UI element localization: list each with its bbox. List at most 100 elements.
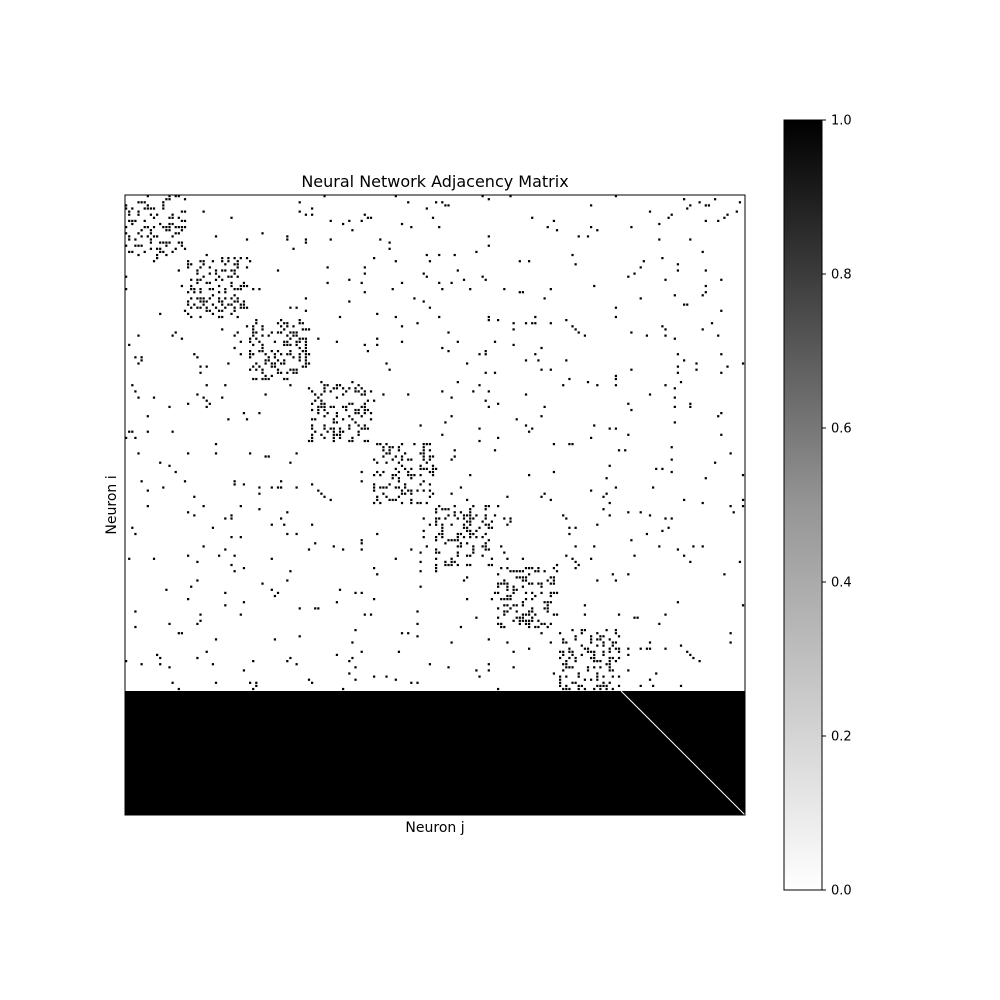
matrix-cell bbox=[125, 288, 128, 291]
matrix-cell bbox=[143, 207, 146, 210]
matrix-cell bbox=[487, 235, 490, 238]
matrix-cell bbox=[267, 359, 270, 362]
matrix-cell bbox=[478, 439, 481, 443]
matrix-cell bbox=[506, 598, 509, 601]
matrix-cell bbox=[317, 405, 320, 409]
matrix-cell bbox=[506, 495, 509, 498]
matrix-cell bbox=[214, 269, 218, 272]
matrix-cell bbox=[218, 309, 221, 312]
matrix-cell bbox=[456, 340, 459, 343]
matrix-cell bbox=[549, 594, 552, 598]
matrix-cell bbox=[552, 443, 556, 446]
matrix-cell bbox=[323, 495, 326, 498]
matrix-cell bbox=[627, 402, 630, 405]
matrix-cell bbox=[233, 294, 236, 297]
matrix-cell bbox=[214, 278, 218, 281]
matrix-cell bbox=[388, 446, 391, 449]
matrix-cell bbox=[332, 430, 335, 433]
matrix-cell bbox=[605, 477, 608, 480]
matrix-cell bbox=[391, 458, 394, 461]
matrix-cell bbox=[596, 644, 599, 647]
matrix-cell bbox=[562, 653, 565, 657]
matrix-cell bbox=[453, 560, 456, 564]
matrix-cell bbox=[134, 238, 137, 241]
matrix-cell bbox=[382, 486, 385, 489]
matrix-cell bbox=[469, 536, 472, 539]
matrix-cell bbox=[565, 663, 568, 666]
matrix-cell bbox=[211, 663, 215, 666]
matrix-cell bbox=[528, 567, 531, 570]
matrix-cell bbox=[466, 526, 469, 529]
matrix-cell bbox=[320, 399, 323, 402]
matrix-cell bbox=[627, 275, 630, 278]
matrix-cell bbox=[264, 455, 267, 458]
matrix-cell bbox=[190, 284, 193, 288]
matrix-cell bbox=[552, 470, 556, 474]
matrix-cell bbox=[438, 253, 441, 257]
matrix-cell bbox=[289, 461, 292, 464]
matrix-cell bbox=[230, 517, 233, 520]
matrix-cell bbox=[218, 315, 221, 319]
matrix-cell bbox=[611, 669, 614, 672]
matrix-cell bbox=[614, 632, 618, 635]
matrix-cell bbox=[360, 548, 363, 551]
matrix-cell bbox=[571, 253, 574, 257]
matrix-cell bbox=[332, 433, 335, 436]
matrix-cell bbox=[394, 455, 397, 458]
matrix-cell bbox=[242, 300, 246, 303]
matrix-cell bbox=[466, 563, 469, 567]
matrix-cell bbox=[524, 322, 528, 325]
matrix-cell bbox=[611, 687, 614, 691]
matrix-cell bbox=[534, 353, 537, 356]
matrix-cell bbox=[320, 381, 323, 384]
matrix-cell bbox=[431, 470, 435, 474]
matrix-cell bbox=[159, 247, 162, 250]
matrix-cell bbox=[280, 371, 283, 374]
matrix-cell bbox=[196, 579, 199, 582]
matrix-cell bbox=[149, 229, 153, 232]
matrix-cell bbox=[714, 461, 717, 464]
matrix-cell bbox=[379, 474, 382, 477]
matrix-cell bbox=[332, 418, 335, 421]
matrix-cell bbox=[218, 275, 221, 278]
matrix-cell bbox=[242, 567, 246, 570]
matrix-cell bbox=[245, 418, 249, 421]
matrix-cell bbox=[590, 226, 593, 229]
matrix-cell bbox=[196, 281, 199, 285]
matrix-cell bbox=[534, 315, 537, 319]
matrix-cell bbox=[546, 579, 549, 582]
matrix-cell bbox=[249, 340, 252, 343]
matrix-cell bbox=[239, 288, 242, 291]
matrix-cell bbox=[676, 548, 680, 551]
matrix-cell bbox=[633, 554, 636, 557]
matrix-cell bbox=[143, 226, 146, 229]
matrix-cell bbox=[450, 492, 453, 495]
matrix-cell bbox=[701, 294, 704, 297]
matrix-cell bbox=[304, 241, 308, 244]
matrix-cell bbox=[335, 421, 339, 424]
matrix-cell bbox=[577, 563, 580, 567]
matrix-cell bbox=[549, 601, 552, 604]
matrix-cell bbox=[239, 306, 242, 309]
matrix-cell bbox=[478, 427, 481, 430]
matrix-cell bbox=[137, 396, 140, 399]
plot-frame bbox=[124, 194, 746, 816]
matrix-cell bbox=[400, 281, 404, 285]
matrix-cell bbox=[450, 458, 453, 461]
matrix-cell bbox=[552, 672, 556, 675]
matrix-cell bbox=[363, 405, 366, 409]
matrix-cell bbox=[168, 216, 171, 219]
matrix-cell bbox=[484, 523, 487, 526]
matrix-cell bbox=[540, 591, 543, 595]
matrix-cell bbox=[676, 263, 680, 266]
matrix-cell bbox=[667, 216, 670, 219]
matrix-cell bbox=[224, 548, 227, 551]
matrix-cell bbox=[608, 464, 611, 467]
matrix-cell bbox=[531, 607, 534, 610]
matrix-cell bbox=[280, 480, 283, 483]
matrix-cell bbox=[354, 591, 357, 595]
matrix-cell bbox=[348, 278, 351, 281]
matrix-cell bbox=[577, 331, 580, 334]
matrix-cell bbox=[366, 439, 370, 443]
